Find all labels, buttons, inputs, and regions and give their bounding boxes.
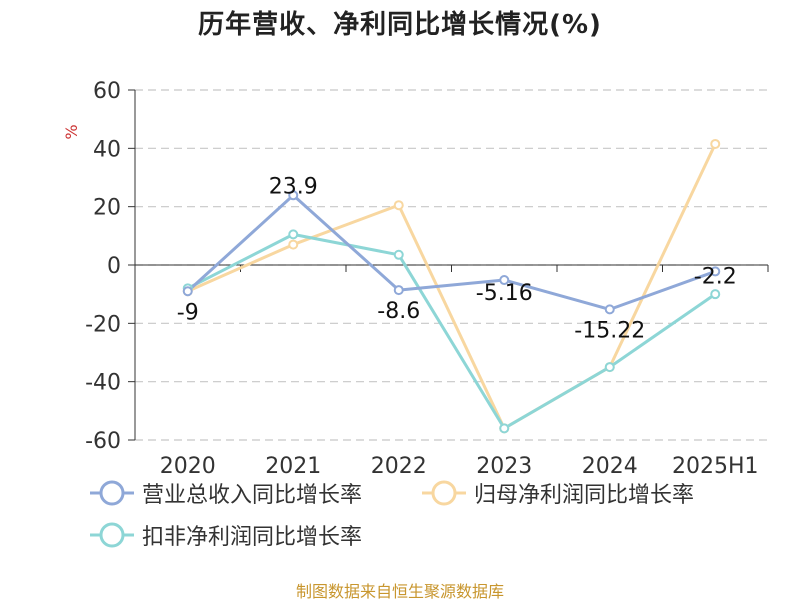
legend-swatch-icon [90, 522, 134, 548]
data-point [604, 304, 615, 315]
legend-item-net-profit[interactable]: 归母净利润同比增长率 [420, 476, 694, 510]
chart-title: 历年营收、净利同比增长情况(%) [198, 10, 602, 40]
x-tick-label: 2025H1 [672, 454, 759, 479]
data-point [499, 423, 510, 434]
data-label: -15.22 [574, 318, 645, 343]
series-line [187, 232, 717, 430]
series-lines [186, 143, 717, 430]
y-tick-label: 20 [93, 196, 121, 221]
data-points [182, 138, 721, 434]
x-tick-label: 2022 [371, 454, 427, 479]
data-labels: -9 23.9 -8.6 -5.16 -15.22 -2.2 [177, 174, 737, 343]
data-label: -9 [177, 300, 199, 325]
data-point [393, 285, 404, 296]
data-point [499, 275, 510, 286]
legend-label: 归母净利润同比增长率 [474, 483, 695, 508]
data-label: -5.16 [476, 281, 533, 306]
axes: 60 40 20 0 -20 -40 -60% 2020 2021 2022 2023 2024 202… [62, 79, 769, 479]
series-line [187, 143, 717, 430]
data-point [604, 362, 615, 373]
data-point [710, 289, 721, 300]
data-point [288, 229, 299, 240]
data-point [393, 249, 404, 260]
data-source-note: 制图数据来自恒生聚源数据库 [295, 582, 504, 601]
data-point [393, 200, 404, 211]
data-point [710, 266, 721, 277]
legend-swatch-icon [90, 480, 134, 506]
y-tick-label: -60 [85, 429, 121, 454]
legend-item-revenue[interactable]: 营业总收入同比增长率 [88, 476, 362, 510]
data-label: -2.2 [694, 264, 737, 289]
y-tick-label: 60 [93, 79, 121, 104]
y-tick-label: -20 [85, 312, 121, 337]
legend-swatch-icon [422, 480, 466, 506]
x-tick-label: 2020 [160, 454, 216, 479]
y-tick-label: 0 [107, 254, 121, 279]
x-tick-label: 2021 [265, 454, 321, 479]
data-label: -8.6 [377, 299, 420, 324]
legend-label: 营业总收入同比增长率 [142, 483, 363, 508]
data-point [710, 138, 721, 149]
data-point [182, 286, 193, 297]
x-tick-label: 2024 [582, 454, 638, 479]
data-point [288, 239, 299, 250]
legend-label: 扣非净利润同比增长率 [142, 525, 363, 550]
y-tick-label: 40 [93, 137, 121, 162]
y-tick-label: -40 [85, 371, 121, 396]
data-label: 23.9 [269, 174, 318, 199]
y-axis-label: % [62, 124, 81, 139]
x-tick-label: 2023 [476, 454, 532, 479]
legend-item-deducted-profit[interactable]: 扣非净利润同比增长率 [88, 518, 362, 552]
data-point [288, 190, 299, 201]
series-line [186, 193, 716, 311]
